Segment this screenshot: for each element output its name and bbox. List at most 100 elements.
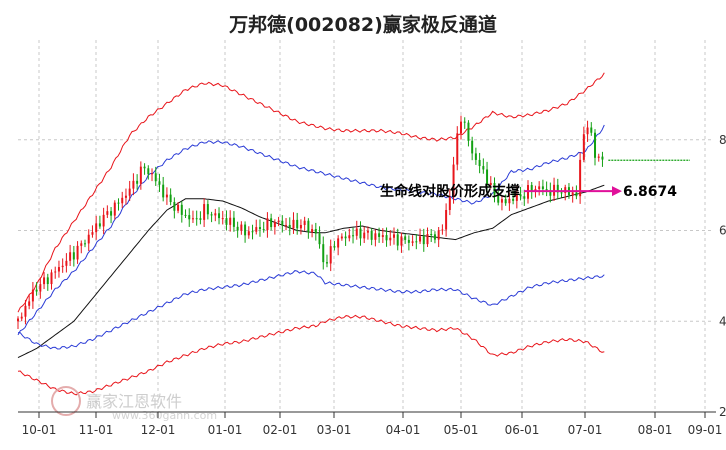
candle-body [497,194,500,203]
candle-body [426,234,429,245]
candle-body [136,180,139,184]
candlestick [162,176,165,202]
candle-body [24,305,27,317]
candlestick [72,245,75,267]
x-tick-label: 04-01 [386,423,421,437]
candle-body [218,213,221,219]
candle-body [325,262,328,264]
candlestick [389,230,392,246]
candlestick [370,228,373,246]
candle-body [206,204,209,215]
candle-body [147,168,150,175]
candlestick [299,219,302,235]
candle-body [549,190,552,196]
candle-body [471,140,474,154]
candle-body [314,229,317,234]
candle-body [143,166,146,169]
candlestick [575,185,578,200]
candle-body [128,188,131,196]
candlestick [549,182,552,203]
candlestick [456,126,459,171]
candle-body [177,204,180,211]
candlestick [285,218,288,231]
candlestick [143,163,146,175]
candle-body [597,156,600,158]
candlestick [545,181,548,197]
candle-body [110,211,113,216]
candle-body [486,169,489,185]
candle-body [396,234,399,246]
candle-body [571,192,574,196]
annotation-value: 6.8674 [623,184,677,200]
candlestick [411,235,414,247]
candlestick [177,202,180,214]
candle-body [288,224,291,229]
candlestick [430,229,433,242]
candle-body [180,204,183,215]
watermark-logo [51,386,81,416]
candlestick [515,186,518,209]
x-tick-label: 02-01 [263,423,298,437]
x-tick-label: 07-01 [568,423,603,437]
candlestick [236,221,239,238]
candlestick [31,281,34,309]
candle-body [184,214,187,216]
candle-body [273,221,276,228]
candlestick [452,156,455,204]
candlestick [318,226,321,249]
candle-body [173,202,176,211]
candle-body [303,220,306,225]
x-tick-label: 05-01 [444,423,479,437]
candle-body [482,166,485,170]
candlestick [65,253,68,273]
candle-body [251,231,254,233]
candle-body [389,237,392,241]
candle-body [452,164,455,197]
candle-body [84,243,87,245]
candle-body [366,230,369,233]
candle-body [132,180,135,189]
x-tick-label: 01-01 [208,423,243,437]
candlestick [422,228,425,252]
candle-body [80,243,83,246]
candlestick [147,165,150,180]
candle-body [121,197,124,204]
candle-body [139,166,142,184]
mid-lower-band [17,270,605,350]
candlestick [340,233,343,241]
candle-body [98,223,101,227]
candlestick [348,228,351,242]
candle-body [124,195,127,198]
candlestick [87,229,90,252]
candlestick [258,219,261,237]
candlestick [366,226,369,240]
candlestick [184,209,187,219]
candlestick [467,120,470,147]
candlestick [381,228,384,243]
candle-body [258,227,261,230]
candle-body [508,198,511,204]
candle-body [35,289,38,292]
candlestick [191,210,194,223]
candlestick [400,232,403,253]
candle-body [203,204,206,220]
candlestick [151,168,154,182]
candlestick [262,221,265,233]
candle-body [210,214,213,216]
candle-body [437,230,440,240]
candle-body [411,241,414,243]
candlestick [590,122,593,136]
candlestick [244,221,247,243]
candlestick [24,299,27,325]
candlestick [132,173,135,196]
candle-body [76,245,79,260]
candlestick [355,220,358,240]
candle-body [582,134,585,160]
annotation-label: 生命线对股价形成支撑 [380,183,520,200]
candlestick [433,231,436,244]
candlestick [564,184,567,201]
candle-body [515,194,518,201]
candle-body [601,156,604,160]
candlestick [556,178,559,200]
